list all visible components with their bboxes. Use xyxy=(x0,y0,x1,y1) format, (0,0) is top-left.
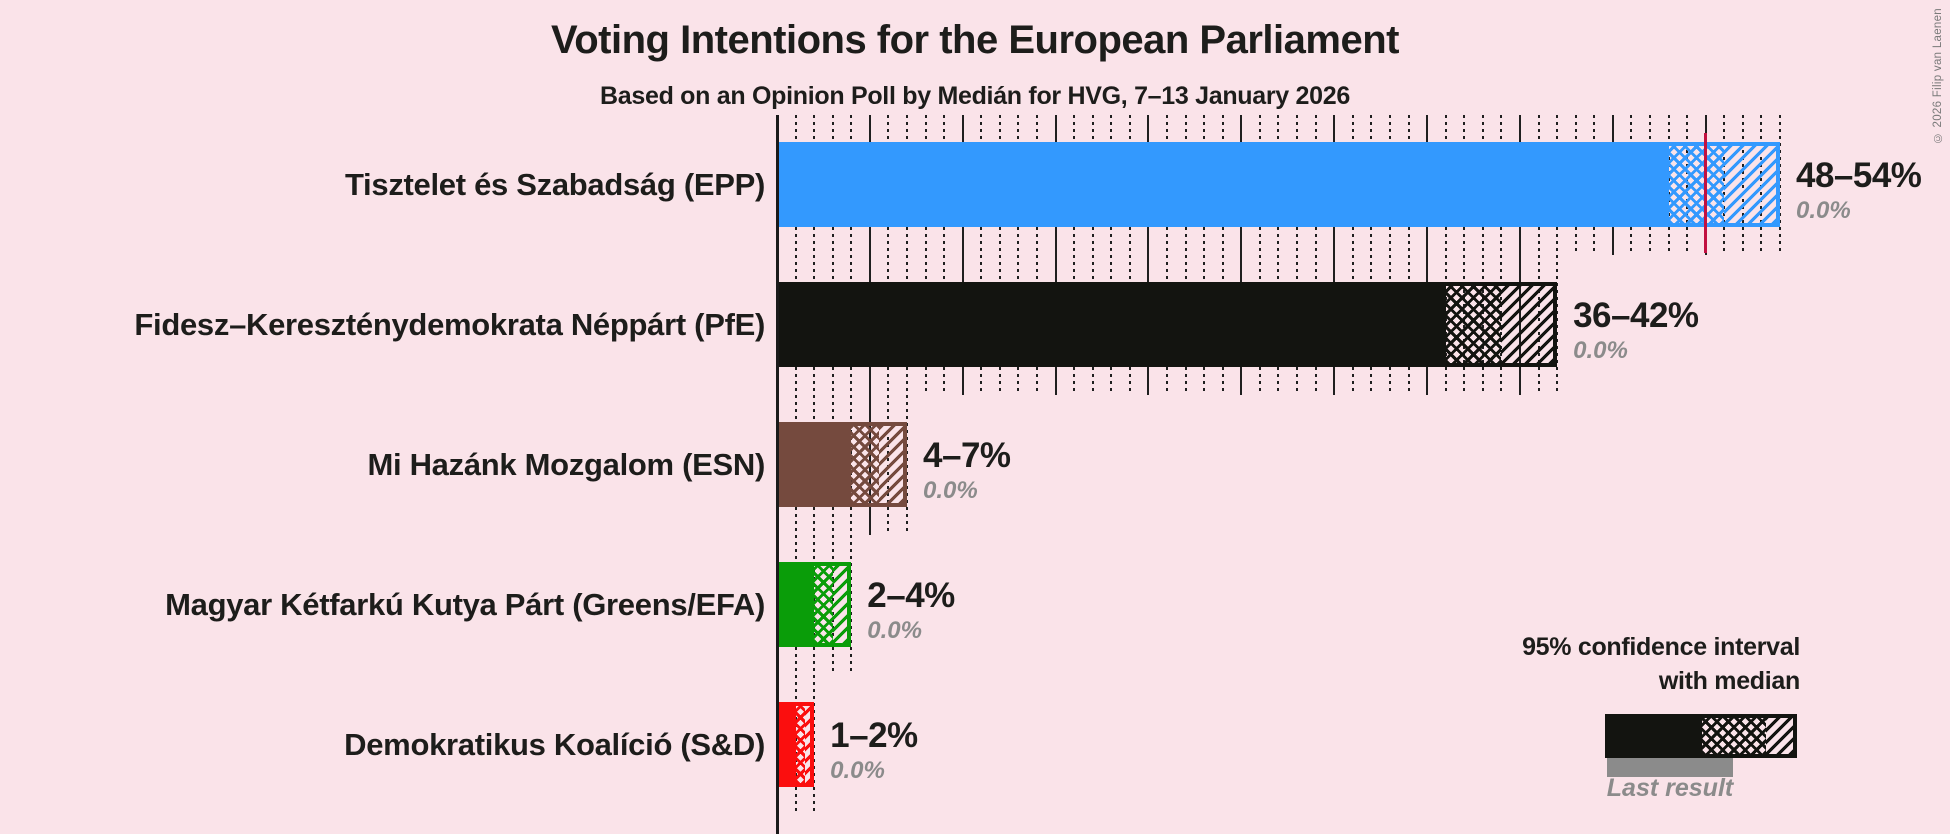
legend-last-result-label: Last result xyxy=(1606,774,1734,802)
confidence-interval-bar xyxy=(777,562,852,647)
bar-ci-upper-diagonal-hatch xyxy=(804,706,811,783)
value-range-label: 1–2% xyxy=(830,716,918,755)
legend-solid-segment xyxy=(1609,718,1702,754)
value-labels: 2–4% 0.0% xyxy=(867,576,955,646)
majority-line xyxy=(1704,133,1708,253)
party-label: Demokratikus Koalíció (S&D) xyxy=(344,726,765,762)
legend-sample-bar xyxy=(1605,714,1797,758)
bar-ci-lower-crosshatch xyxy=(1668,146,1725,223)
value-range-label: 2–4% xyxy=(867,576,955,615)
bar-ci-lower-crosshatch xyxy=(851,426,880,503)
legend-last-result-bar xyxy=(1607,758,1733,777)
last-result-value-label: 0.0% xyxy=(923,477,978,504)
last-result-value-label: 0.0% xyxy=(1795,197,1851,224)
legend-ci-line2: with median xyxy=(1658,667,1800,695)
bar-ci-upper-diagonal-hatch xyxy=(879,426,904,503)
value-range-label: 36–42% xyxy=(1573,296,1699,335)
confidence-interval-bar xyxy=(777,142,1780,227)
chart-title: Voting Intentions for the European Parli… xyxy=(551,18,1399,62)
value-labels: 48–54% 0.0% xyxy=(1795,156,1922,226)
confidence-interval-bar xyxy=(777,282,1558,367)
value-labels: 36–42% 0.0% xyxy=(1573,296,1699,366)
chart-subtitle: Based on an Opinion Poll by Medián for H… xyxy=(600,82,1350,110)
last-result-value-label: 0.0% xyxy=(830,757,885,784)
last-result-value-label: 0.0% xyxy=(1573,337,1628,364)
value-labels: 1–2% 0.0% xyxy=(830,716,918,786)
bar-ci-lower-crosshatch xyxy=(1445,286,1502,363)
party-label: Tisztelet és Szabadság (EPP) xyxy=(344,166,765,202)
minor-gridline xyxy=(1778,115,1781,255)
bar-ci-lower-crosshatch xyxy=(814,566,833,643)
bar-solid-segment xyxy=(781,706,796,783)
value-labels: 4–7% 0.0% xyxy=(923,436,1011,506)
legend-diagonal-segment xyxy=(1766,718,1793,754)
minor-gridline xyxy=(813,675,816,815)
minor-gridline xyxy=(1556,255,1559,395)
confidence-interval-bar xyxy=(777,422,908,507)
bar-ci-lower-crosshatch xyxy=(795,706,805,783)
bar-solid-segment xyxy=(781,426,852,503)
party-label: Magyar Kétfarkú Kutya Párt (Greens/EFA) xyxy=(165,586,765,622)
legend-ci-label: 95% confidence interval with median xyxy=(1522,630,1800,698)
bar-solid-segment xyxy=(781,566,815,643)
confidence-interval-bar xyxy=(777,702,815,787)
value-range-label: 48–54% xyxy=(1795,156,1922,195)
party-label: Fidesz–Kereszténydemokrata Néppárt (PfE) xyxy=(134,306,765,342)
legend-ci-line1: 95% confidence interval xyxy=(1522,633,1800,661)
minor-gridline xyxy=(906,395,909,535)
last-result-value-label: 0.0% xyxy=(867,617,922,644)
legend-crosshatch-segment xyxy=(1702,718,1766,754)
minor-gridline xyxy=(850,535,853,675)
x-axis-zero-line xyxy=(776,115,779,834)
value-range-label: 4–7% xyxy=(923,436,1011,475)
party-label: Mi Hazánk Mozgalom (ESN) xyxy=(367,446,765,482)
bar-ci-upper-diagonal-hatch xyxy=(1724,146,1776,223)
bar-solid-segment xyxy=(781,146,1669,223)
bar-ci-upper-diagonal-hatch xyxy=(832,566,848,643)
bar-solid-segment xyxy=(781,286,1446,363)
bar-ci-upper-diagonal-hatch xyxy=(1501,286,1554,363)
